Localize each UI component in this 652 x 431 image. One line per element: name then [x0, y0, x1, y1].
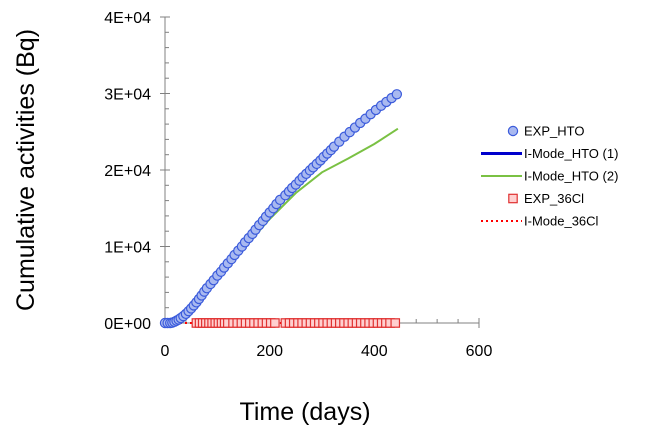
legend-entry: EXP_HTO — [507, 124, 584, 139]
x-axis-title: Time (days) — [239, 398, 370, 426]
data-point — [270, 318, 280, 328]
y-tick-label: 3E+04 — [104, 87, 151, 104]
legend-entry: I-Mode_HTO (2) — [481, 169, 618, 184]
legend-label: EXP_HTO — [524, 124, 584, 139]
y-tick-label: 4E+04 — [104, 10, 151, 27]
x-tick-label: 600 — [466, 343, 493, 360]
data-point — [390, 318, 401, 328]
legend-entry: I-Mode_HTO (1) — [481, 146, 618, 161]
x-tick-label: 400 — [361, 343, 388, 360]
chart-axes: 0E+00 1E+04 2E+04 3E+04 4E+04 0 200 400 600 — [104, 10, 492, 360]
legend-label: I-Mode_HTO (1) — [524, 146, 618, 161]
legend-label: EXP_36Cl — [524, 191, 584, 206]
x-tick-label: 200 — [256, 343, 283, 360]
y-tick-label: 2E+04 — [104, 163, 151, 180]
legend-entry: EXP_36Cl — [508, 191, 584, 206]
chart-plot-area — [159, 89, 403, 329]
y-tick-label: 0E+00 — [104, 316, 151, 333]
x-tick-label: 0 — [161, 343, 170, 360]
legend-label: I-Mode_36Cl — [524, 214, 599, 229]
y-tick-label: 1E+04 — [104, 240, 151, 257]
legend-entry: I-Mode_36Cl — [481, 214, 599, 229]
legend-label: I-Mode_HTO (2) — [524, 169, 618, 184]
legend-marker — [507, 125, 519, 137]
y-axis-title: Cumulative activities (Bq) — [12, 29, 40, 311]
chart-legend: EXP_HTO I-Mode_HTO (1) I-Mode_HTO (2) EXP_3… — [481, 124, 618, 229]
data-point — [391, 89, 403, 100]
legend-marker — [508, 193, 518, 204]
